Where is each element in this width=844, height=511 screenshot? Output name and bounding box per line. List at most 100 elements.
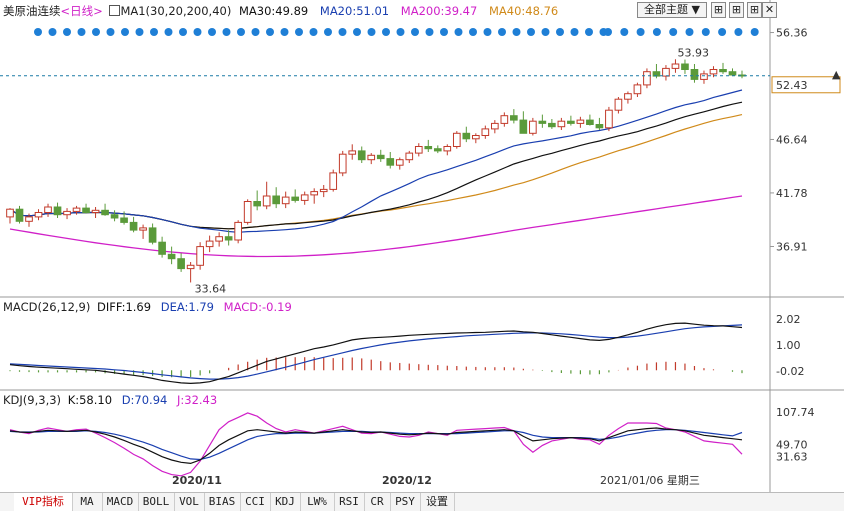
candle-body: [548, 122, 556, 128]
candle-body: [44, 206, 52, 213]
candle-body: [300, 194, 309, 201]
macd-value: MACD:-0.19: [223, 300, 292, 314]
signal-dot: [280, 28, 289, 36]
candle: [262, 181, 271, 210]
kdj-tick-label: 49.70: [776, 438, 808, 451]
candle: [53, 202, 62, 218]
signal-dot: [77, 28, 86, 36]
tab-1[interactable]: MA: [72, 493, 103, 511]
candle: [91, 207, 100, 218]
candle: [500, 112, 509, 127]
candle-body: [253, 201, 261, 207]
candle: [671, 59, 680, 73]
price-tick-label: 56.36: [776, 27, 808, 40]
candle-body: [576, 119, 585, 124]
ma30-value: MA30:49.89: [239, 4, 309, 18]
candle-body: [120, 217, 128, 223]
tab-4[interactable]: VOL: [174, 493, 205, 511]
candle: [595, 117, 604, 130]
tab-11[interactable]: PSY: [390, 493, 421, 511]
high-annotation: 53.93: [677, 46, 709, 59]
candle: [186, 262, 195, 283]
tab-10[interactable]: CR: [364, 493, 391, 511]
candle-body: [614, 98, 623, 111]
candle-body: [215, 236, 223, 242]
close-icon[interactable]: ✕: [762, 2, 777, 18]
ma30-line: [9, 101, 743, 230]
ma200-line: [9, 195, 743, 258]
signal-dot: [527, 28, 535, 36]
signal-dot: [718, 28, 727, 36]
ma20-line: [9, 89, 743, 233]
candle: [624, 91, 632, 104]
signal-dot: [411, 28, 419, 36]
candle: [557, 117, 566, 130]
candle-body: [709, 69, 718, 75]
candle: [357, 146, 366, 163]
candle: [605, 106, 613, 132]
candle: [424, 139, 433, 152]
theme-select[interactable]: 全部主题 ▼: [637, 2, 707, 18]
candle: [510, 109, 518, 124]
layout-icon[interactable]: ⊞: [711, 2, 726, 18]
macd-tick-label: -0.02: [776, 365, 804, 378]
candle: [319, 185, 328, 198]
candle: [6, 208, 14, 224]
current-price-label: 52.43: [776, 79, 808, 92]
tab-0[interactable]: VIP指标: [14, 493, 73, 511]
signal-dot: [193, 28, 202, 36]
candle: [224, 230, 233, 246]
candle: [491, 120, 499, 134]
current-price-box: [771, 76, 841, 94]
period-label[interactable]: <日线>: [60, 4, 103, 18]
signal-dot: [469, 28, 477, 36]
tab-6[interactable]: CCI: [240, 493, 271, 511]
signal-dot: [734, 28, 743, 36]
d-line: [9, 429, 743, 461]
kdj-title: KDJ(9,3,3): [3, 393, 62, 407]
signal-dot: [636, 28, 645, 36]
candle: [177, 253, 185, 272]
candle: [576, 116, 585, 128]
signal-dot: [164, 28, 173, 36]
candle-body: [272, 195, 281, 205]
candle-body: [329, 172, 338, 190]
tab-12[interactable]: 设置: [420, 493, 455, 511]
candle: [367, 153, 376, 165]
candle: [338, 150, 347, 177]
candle: [462, 126, 471, 143]
signal-dot: [222, 28, 231, 36]
tab-3[interactable]: BOLL: [138, 493, 175, 511]
ma40-value: MA40:48.76: [488, 4, 559, 18]
d-value: D:70.94: [121, 393, 168, 407]
candle-body: [348, 150, 357, 155]
candle-body: [281, 196, 290, 205]
tab-5[interactable]: BIAS: [204, 493, 241, 511]
tab-8[interactable]: LW%: [300, 493, 335, 511]
ma-indicator-icon[interactable]: [109, 5, 121, 16]
candle-body: [101, 209, 109, 216]
candle-body: [681, 63, 689, 70]
signal-dot: [48, 28, 57, 36]
tab-7[interactable]: KDJ: [270, 493, 301, 511]
tab-2[interactable]: MACD: [102, 493, 139, 511]
diff-value: DIFF:1.69: [97, 300, 152, 314]
signal-dot: [237, 28, 245, 36]
tab-9[interactable]: RSI: [334, 493, 365, 511]
layout-icon[interactable]: ⊞: [747, 2, 762, 18]
candle-body: [72, 207, 81, 212]
signal-dot: [620, 28, 629, 36]
signal-dot: [483, 28, 492, 36]
candle-body: [671, 63, 680, 69]
signal-dot: [295, 28, 303, 36]
candle: [243, 199, 252, 225]
candle: [25, 213, 33, 227]
signal-dot: [324, 28, 332, 36]
candle: [662, 65, 670, 81]
layout-icon[interactable]: ⊞: [729, 2, 744, 18]
low-annotation: 33.64: [195, 282, 227, 295]
candle: [110, 210, 119, 222]
price-tick-label: 41.78: [776, 187, 808, 200]
candle-body: [424, 146, 433, 150]
